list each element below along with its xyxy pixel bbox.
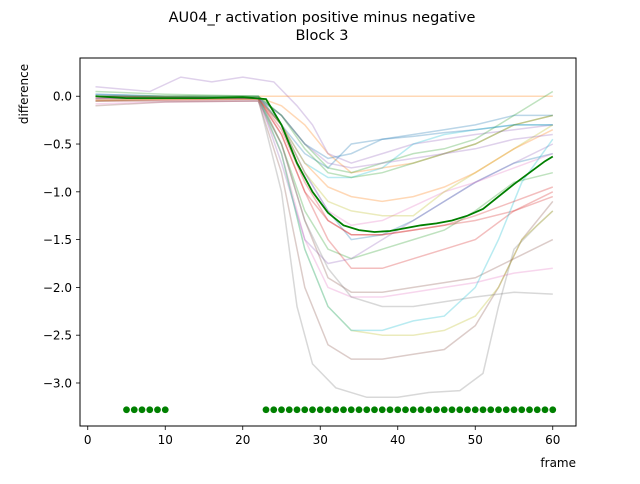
marker-point-8: [270, 406, 278, 414]
series-line-20: [95, 95, 554, 332]
marker-point-25: [402, 406, 409, 414]
marker-point-19: [355, 406, 363, 414]
x-tick-label: 50: [468, 433, 483, 447]
y-tick-label: −0.5: [43, 138, 72, 152]
y-axis-label: difference: [17, 64, 31, 124]
marker-point-43: [541, 406, 549, 414]
marker-point-21: [371, 406, 378, 414]
x-tick-label: 30: [313, 433, 328, 447]
marker-point-22: [378, 406, 386, 414]
marker-point-20: [363, 406, 371, 414]
marker-point-3: [138, 406, 146, 414]
y-tick-label: −2.5: [43, 329, 72, 343]
axes-frame: [79, 57, 577, 427]
series-line-8: [95, 97, 554, 399]
series-line-6: [95, 100, 554, 360]
marker-point-13: [309, 406, 316, 414]
marker-point-17: [340, 406, 347, 414]
mean-line: [95, 95, 554, 233]
marker-point-12: [301, 406, 309, 414]
marker-point-16: [332, 406, 340, 414]
x-tick-label: 40: [390, 433, 405, 447]
y-tick-label: −3.0: [43, 376, 72, 390]
x-tick-label: 10: [158, 433, 173, 447]
marker-point-41: [526, 406, 533, 414]
y-axis: 0.0 −0.5 −1.0 −1.5 −2.0 −2.5 −3.0: [43, 90, 80, 390]
series-line-1: [95, 93, 553, 241]
plot-background: [80, 58, 576, 426]
marker-point-23: [386, 406, 394, 414]
marker-point-11: [293, 406, 301, 414]
series-line-15: [95, 96, 554, 265]
marker-point-14: [316, 406, 324, 414]
marker-point-2: [130, 406, 138, 414]
marker-point-33: [464, 406, 471, 414]
marker-point-27: [417, 406, 425, 414]
marker-point-9: [278, 406, 285, 414]
series-line-16: [95, 100, 554, 293]
plot-area: [79, 57, 577, 427]
series-line-2: [95, 96, 553, 174]
y-tick-label: −2.0: [43, 281, 72, 295]
series-line-10: [95, 95, 553, 179]
y-tick-label: −1.5: [43, 233, 72, 247]
x-tick-label: 0: [84, 433, 92, 447]
series-line-23: [95, 95, 553, 179]
marker-point-6: [161, 406, 169, 414]
marker-point-26: [409, 406, 417, 414]
marker-point-24: [394, 406, 402, 414]
x-axis: 0 10 20 30 40 50 60: [84, 426, 560, 447]
marker-point-5: [154, 406, 161, 414]
series-line-9: [95, 97, 554, 336]
marker-point-38: [502, 406, 510, 414]
marker-point-40: [518, 406, 526, 414]
y-tick-label: 0.0: [53, 90, 72, 104]
series-line-13: [95, 90, 554, 174]
x-tick-label: 20: [235, 433, 250, 447]
series-line-5: [95, 76, 553, 164]
x-axis-label: frame: [540, 456, 576, 470]
marker-point-30: [440, 406, 448, 414]
marker-point-42: [533, 406, 541, 414]
marker-point-44: [549, 406, 557, 414]
marker-point-4: [146, 406, 154, 414]
chart-title: AU04_r activation positive minus negativ…: [169, 10, 476, 26]
series-layer: [95, 76, 554, 399]
marker-point-7: [262, 406, 270, 414]
marker-point-18: [347, 406, 355, 414]
x-tick-label: 60: [545, 433, 560, 447]
series-line-7: [95, 100, 553, 298]
marker-point-29: [433, 406, 440, 414]
y-tick-label: −1.0: [43, 185, 72, 199]
series-line-18: [95, 95, 553, 308]
marker-point-37: [495, 406, 502, 414]
marker-point-15: [324, 406, 332, 414]
series-line-19: [95, 95, 554, 217]
marker-point-10: [285, 406, 293, 414]
marker-point-31: [448, 406, 456, 414]
marker-layer: [123, 406, 557, 414]
marker-point-32: [456, 406, 464, 414]
marker-point-36: [487, 406, 495, 414]
marker-point-35: [479, 406, 487, 414]
marker-point-34: [471, 406, 479, 414]
marker-point-28: [425, 406, 433, 414]
marker-point-1: [123, 406, 130, 414]
marker-point-39: [510, 406, 518, 414]
chart-subtitle: Block 3: [295, 28, 348, 44]
